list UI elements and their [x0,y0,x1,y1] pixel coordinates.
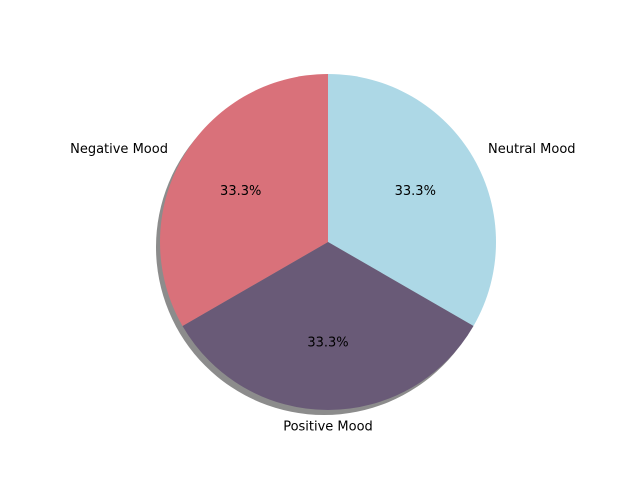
pie-percent-label-negative-mood: 33.3% [220,184,261,199]
pie-category-label-neutral-mood: Neutral Mood [488,142,576,157]
pie-category-label-positive-mood: Positive Mood [283,419,373,434]
pie-slice-positive-mood [182,242,474,411]
pie-slice-neutral-mood [328,74,496,326]
pie-percent-label-neutral-mood: 33.3% [395,184,436,199]
pie-labels: 33.3% Neutral Mood 33.3% Positive Mood 33.3%… [70,142,575,434]
pie-percent-label-positive-mood: 33.3% [307,335,348,350]
pie-slice-negative-mood [160,74,328,326]
pie-slices [160,74,496,411]
pie-category-label-negative-mood: Negative Mood [70,142,168,157]
